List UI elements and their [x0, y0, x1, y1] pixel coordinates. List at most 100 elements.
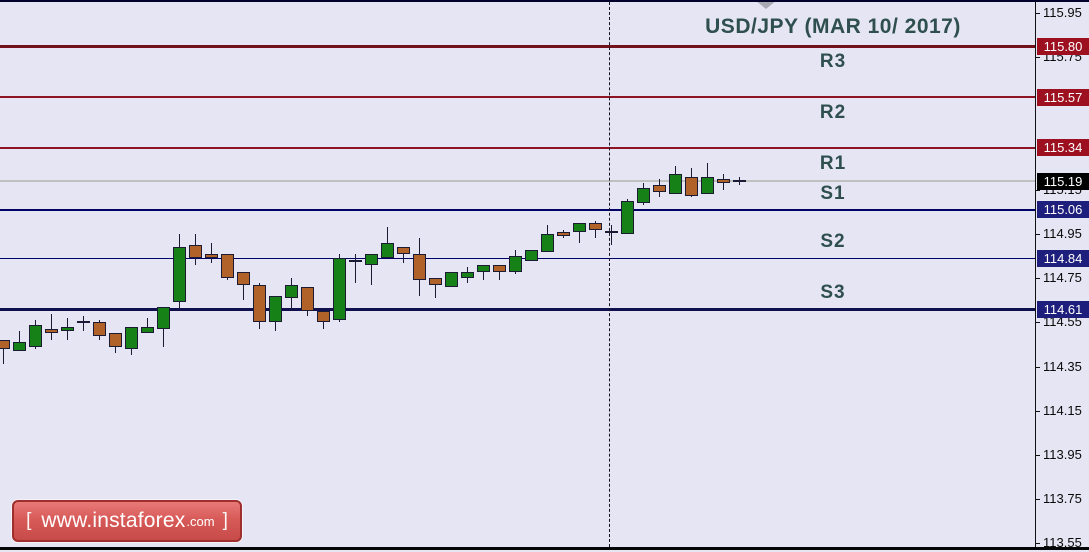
resistance-line: [0, 96, 1035, 98]
candle-wick: [370, 253, 372, 285]
bull-candle: [444, 271, 458, 288]
bull-candle: [156, 306, 170, 329]
doji-candle: [348, 259, 362, 262]
candle-wick: [482, 264, 484, 281]
doji-candle: [76, 321, 90, 324]
bull-candle: [268, 295, 282, 323]
bear-candle: [300, 287, 314, 312]
level-label-r1: R1: [819, 152, 847, 174]
bear-candle: [652, 185, 666, 193]
bull-candle: [332, 258, 346, 321]
chart-top-border: [0, 0, 1089, 2]
candle-wick: [50, 313, 52, 341]
current-price-badge: 115.19: [1037, 172, 1089, 190]
instaforex-logo-button[interactable]: [ www.instaforex .com ]: [12, 500, 242, 542]
resistance-price-badge: 115.80: [1037, 37, 1089, 55]
support-price-badge: 114.61: [1037, 300, 1089, 318]
candle-wick: [242, 271, 244, 301]
candle-wick: [146, 317, 148, 334]
bull-candle: [572, 223, 586, 232]
support-price-badge: 114.84: [1037, 249, 1089, 267]
chart-title: USD/JPY (MAR 10/ 2017): [705, 15, 961, 38]
candle-wick: [610, 225, 612, 246]
y-axis-tick: [1035, 189, 1040, 191]
level-label-r2: R2: [819, 102, 847, 124]
bear-candle: [716, 178, 730, 184]
level-label-r3: R3: [819, 51, 847, 73]
support-price-badge: 115.06: [1037, 201, 1089, 219]
candle-wick: [402, 247, 404, 263]
level-label-s2: S2: [820, 231, 846, 253]
bull-candle: [60, 326, 74, 332]
bear-candle: [316, 311, 330, 323]
bull-candle: [380, 242, 394, 259]
bull-candle: [364, 253, 378, 265]
resistance-line: [0, 44, 1035, 48]
y-axis-tick: [1035, 499, 1040, 500]
y-axis-tick-label: 114.95: [1043, 226, 1082, 242]
bull-candle: [140, 326, 154, 334]
y-axis-tick: [1035, 57, 1040, 59]
bull-candle: [636, 187, 650, 204]
bull-candle: [284, 284, 298, 299]
logo-tld-text: .com: [186, 513, 215, 529]
doji-candle: [732, 180, 746, 183]
y-axis-tick-label: 113.55: [1043, 535, 1082, 551]
bear-candle: [412, 253, 426, 281]
bear-candle: [252, 284, 266, 323]
level-label-s3: S3: [820, 282, 846, 304]
y-axis-tick-label: 114.15: [1043, 402, 1082, 418]
session-separator-line: [609, 2, 610, 547]
bull-candle: [508, 256, 522, 272]
bull-candle: [620, 200, 634, 235]
bear-candle: [220, 253, 234, 279]
candle-wick: [498, 264, 500, 281]
bear-candle: [44, 328, 58, 334]
bull-candle: [540, 234, 554, 252]
bear-candle: [556, 231, 570, 236]
candle-wick: [82, 315, 84, 332]
y-axis-tick: [1035, 366, 1040, 368]
y-axis-tick-label: 113.95: [1043, 446, 1082, 462]
y-axis-tick: [1035, 278, 1040, 280]
candle-wick: [434, 278, 436, 299]
candle-wick: [578, 223, 580, 243]
resistance-price-badge: 115.34: [1037, 139, 1089, 157]
bull-candle: [460, 271, 474, 279]
level-label-s1: S1: [820, 182, 846, 204]
y-axis-tick: [1035, 454, 1040, 456]
y-axis-tick-label: 113.75: [1043, 491, 1082, 506]
bear-candle: [588, 223, 602, 230]
y-axis-tick-label: 114.75: [1043, 270, 1082, 286]
y-axis-tick: [1035, 234, 1040, 236]
y-axis-tick-label: 114.35: [1043, 358, 1082, 374]
bear-candle: [108, 333, 122, 347]
scroll-marker-icon: [755, 0, 777, 9]
bear-candle: [492, 264, 506, 272]
candle-wick: [594, 220, 596, 239]
y-axis-tick-label: 115.95: [1043, 5, 1082, 21]
current-price-line: [0, 180, 1035, 183]
y-axis-tick: [1035, 410, 1040, 412]
y-axis-tick: [1035, 543, 1040, 545]
y-axis-tick: [1035, 13, 1040, 15]
candle-wick: [18, 331, 20, 352]
logo-domain-text: www.instaforex: [41, 509, 186, 532]
bear-candle: [396, 247, 410, 254]
bull-candle: [172, 247, 186, 303]
bear-candle: [236, 271, 250, 285]
bull-candle: [476, 264, 490, 272]
support-line: [0, 209, 1035, 211]
bull-candle: [124, 326, 138, 349]
candle-wick: [354, 253, 356, 283]
bull-candle: [668, 174, 682, 195]
doji-candle: [604, 230, 618, 233]
support-line: [0, 307, 1035, 311]
bear-candle: [0, 340, 10, 349]
logo-bracket-right: ]: [222, 510, 228, 531]
bear-candle: [92, 322, 106, 336]
y-axis-tick-label: 114.55: [1043, 314, 1082, 330]
bull-candle: [700, 176, 714, 195]
